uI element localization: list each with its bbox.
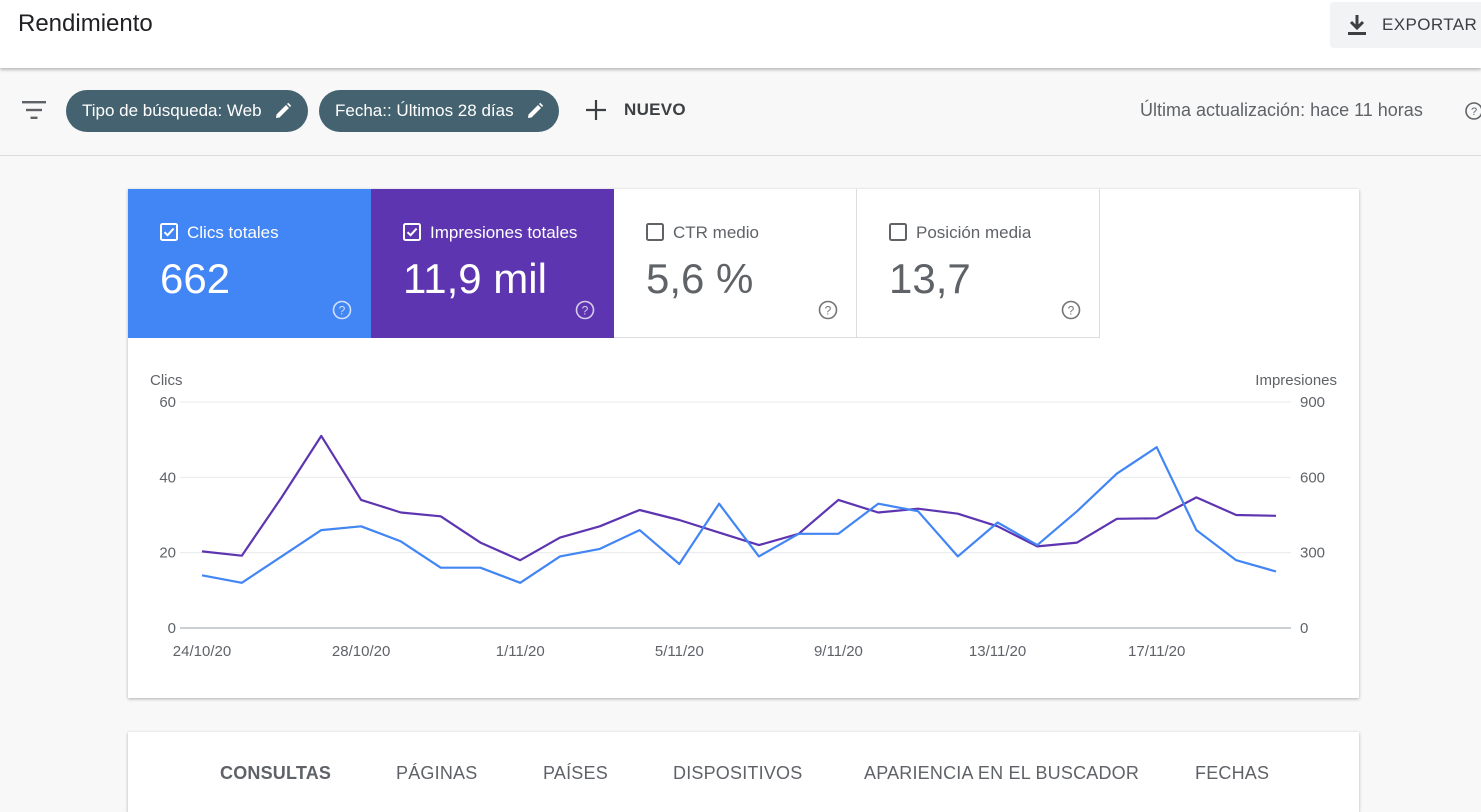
metric-value: 11,9 mil — [403, 255, 547, 302]
metric-label: Posición media — [916, 223, 1032, 242]
search-type-chip[interactable]: Tipo de búsqueda: Web — [66, 90, 308, 132]
metric-value: 5,6 % — [646, 255, 754, 302]
performance-line-chart[interactable]: Clics Impresiones 0 0 20 300 40 600 60 900 24/1… — [128, 338, 1359, 698]
checkbox-unchecked-icon[interactable] — [889, 223, 907, 241]
help-icon[interactable]: ? — [818, 300, 838, 320]
x-tick-label: 1/11/20 — [496, 643, 545, 660]
svg-text:?: ? — [1471, 106, 1477, 118]
svg-text:?: ? — [582, 304, 589, 318]
metric-value: 662 — [160, 255, 231, 302]
y-right-tick-label: 900 — [1300, 394, 1325, 411]
y-right-axis-label: Impresiones — [1255, 372, 1337, 389]
x-tick-label: 13/11/20 — [969, 643, 1026, 660]
metric-avg-ctr[interactable]: CTR medio 5,6 % ? — [614, 189, 857, 338]
tab-countries[interactable]: PAÍSES — [543, 763, 608, 783]
svg-text:?: ? — [825, 304, 832, 318]
tab-pages[interactable]: PÁGINAS — [396, 763, 478, 783]
metric-avg-position[interactable]: Posición media 13,7 ? — [857, 189, 1100, 338]
new-filter-label: NUEVO — [624, 100, 686, 119]
y-right-tick-label: 0 — [1300, 620, 1308, 637]
chip-label: Fecha:: Últimos 28 días — [335, 101, 514, 120]
svg-text:?: ? — [1068, 304, 1075, 318]
filter-icon[interactable] — [21, 100, 47, 120]
tab-search-appearance[interactable]: APARIENCIA EN EL BUSCADOR — [864, 763, 1140, 783]
plus-icon — [586, 100, 606, 120]
help-icon[interactable]: ? — [1061, 300, 1081, 320]
performance-card: Clics totales 662 ? Impresiones totales … — [128, 189, 1359, 698]
x-tick-label: 28/10/20 — [332, 643, 390, 660]
chart-y-ticks: 0 0 20 300 40 600 60 900 — [159, 394, 1325, 637]
tab-devices[interactable]: DISPOSITIVOS — [673, 763, 803, 783]
checkbox-checked-icon[interactable] — [160, 223, 178, 241]
help-icon[interactable]: ? — [332, 300, 352, 320]
chart-gridlines — [180, 401, 1291, 629]
y-left-tick-label: 40 — [159, 469, 176, 486]
metric-value: 13,7 — [889, 255, 971, 302]
chart-series — [201, 434, 1277, 584]
page-title: Rendimiento — [18, 10, 153, 37]
y-left-tick-label: 0 — [168, 620, 176, 637]
metric-label: CTR medio — [673, 223, 759, 242]
y-left-tick-label: 60 — [159, 394, 176, 411]
metric-total-impressions[interactable]: Impresiones totales 11,9 mil ? — [371, 189, 614, 338]
help-icon[interactable]: ? — [575, 300, 595, 320]
svg-text:?: ? — [339, 304, 346, 318]
checkbox-checked-icon[interactable] — [403, 223, 421, 241]
tab-queries[interactable]: CONSULTAS — [220, 763, 332, 783]
app-header: Rendimiento EXPORTAR — [0, 0, 1481, 68]
clicks-series-line — [201, 446, 1277, 584]
dimension-tabs: CONSULTAS PÁGINAS PAÍSES DISPOSITIVOS AP… — [128, 732, 1359, 812]
export-button[interactable]: EXPORTAR — [1330, 2, 1481, 48]
x-tick-label: 24/10/20 — [173, 643, 231, 660]
metric-total-clicks[interactable]: Clics totales 662 ? — [128, 189, 371, 338]
y-right-tick-label: 600 — [1300, 469, 1325, 486]
checkbox-unchecked-icon[interactable] — [646, 223, 664, 241]
metric-label: Clics totales — [187, 223, 279, 242]
impressions-series-line — [201, 434, 1277, 562]
chart-x-ticks: 24/10/20 28/10/20 1/11/20 5/11/20 9/11/20 13/… — [173, 643, 1186, 660]
filter-bar: Tipo de búsqueda: Web Fecha:: Últimos 28… — [0, 68, 1481, 156]
new-filter-button[interactable]: NUEVO — [584, 98, 686, 122]
x-tick-label: 17/11/20 — [1128, 643, 1185, 660]
help-icon[interactable]: ? — [1465, 102, 1481, 120]
download-icon — [1348, 15, 1366, 35]
metric-label: Impresiones totales — [430, 223, 578, 242]
tab-dates[interactable]: FECHAS — [1195, 763, 1270, 783]
edit-icon[interactable] — [274, 102, 292, 120]
date-chip[interactable]: Fecha:: Últimos 28 días — [319, 90, 559, 132]
y-right-tick-label: 300 — [1300, 545, 1325, 562]
y-left-axis-label: Clics — [150, 372, 183, 389]
x-tick-label: 5/11/20 — [655, 643, 704, 660]
chip-label: Tipo de búsqueda: Web — [82, 101, 262, 120]
export-label: EXPORTAR — [1382, 15, 1478, 34]
edit-icon[interactable] — [526, 102, 544, 120]
last-update-text: Última actualización: hace 11 horas — [1140, 100, 1423, 120]
x-tick-label: 9/11/20 — [814, 643, 863, 660]
y-left-tick-label: 20 — [159, 545, 176, 562]
